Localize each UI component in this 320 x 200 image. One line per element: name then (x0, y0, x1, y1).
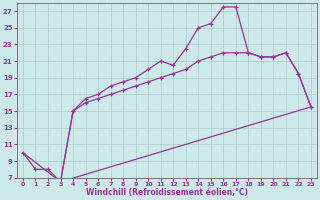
X-axis label: Windchill (Refroidissement éolien,°C): Windchill (Refroidissement éolien,°C) (86, 188, 248, 197)
